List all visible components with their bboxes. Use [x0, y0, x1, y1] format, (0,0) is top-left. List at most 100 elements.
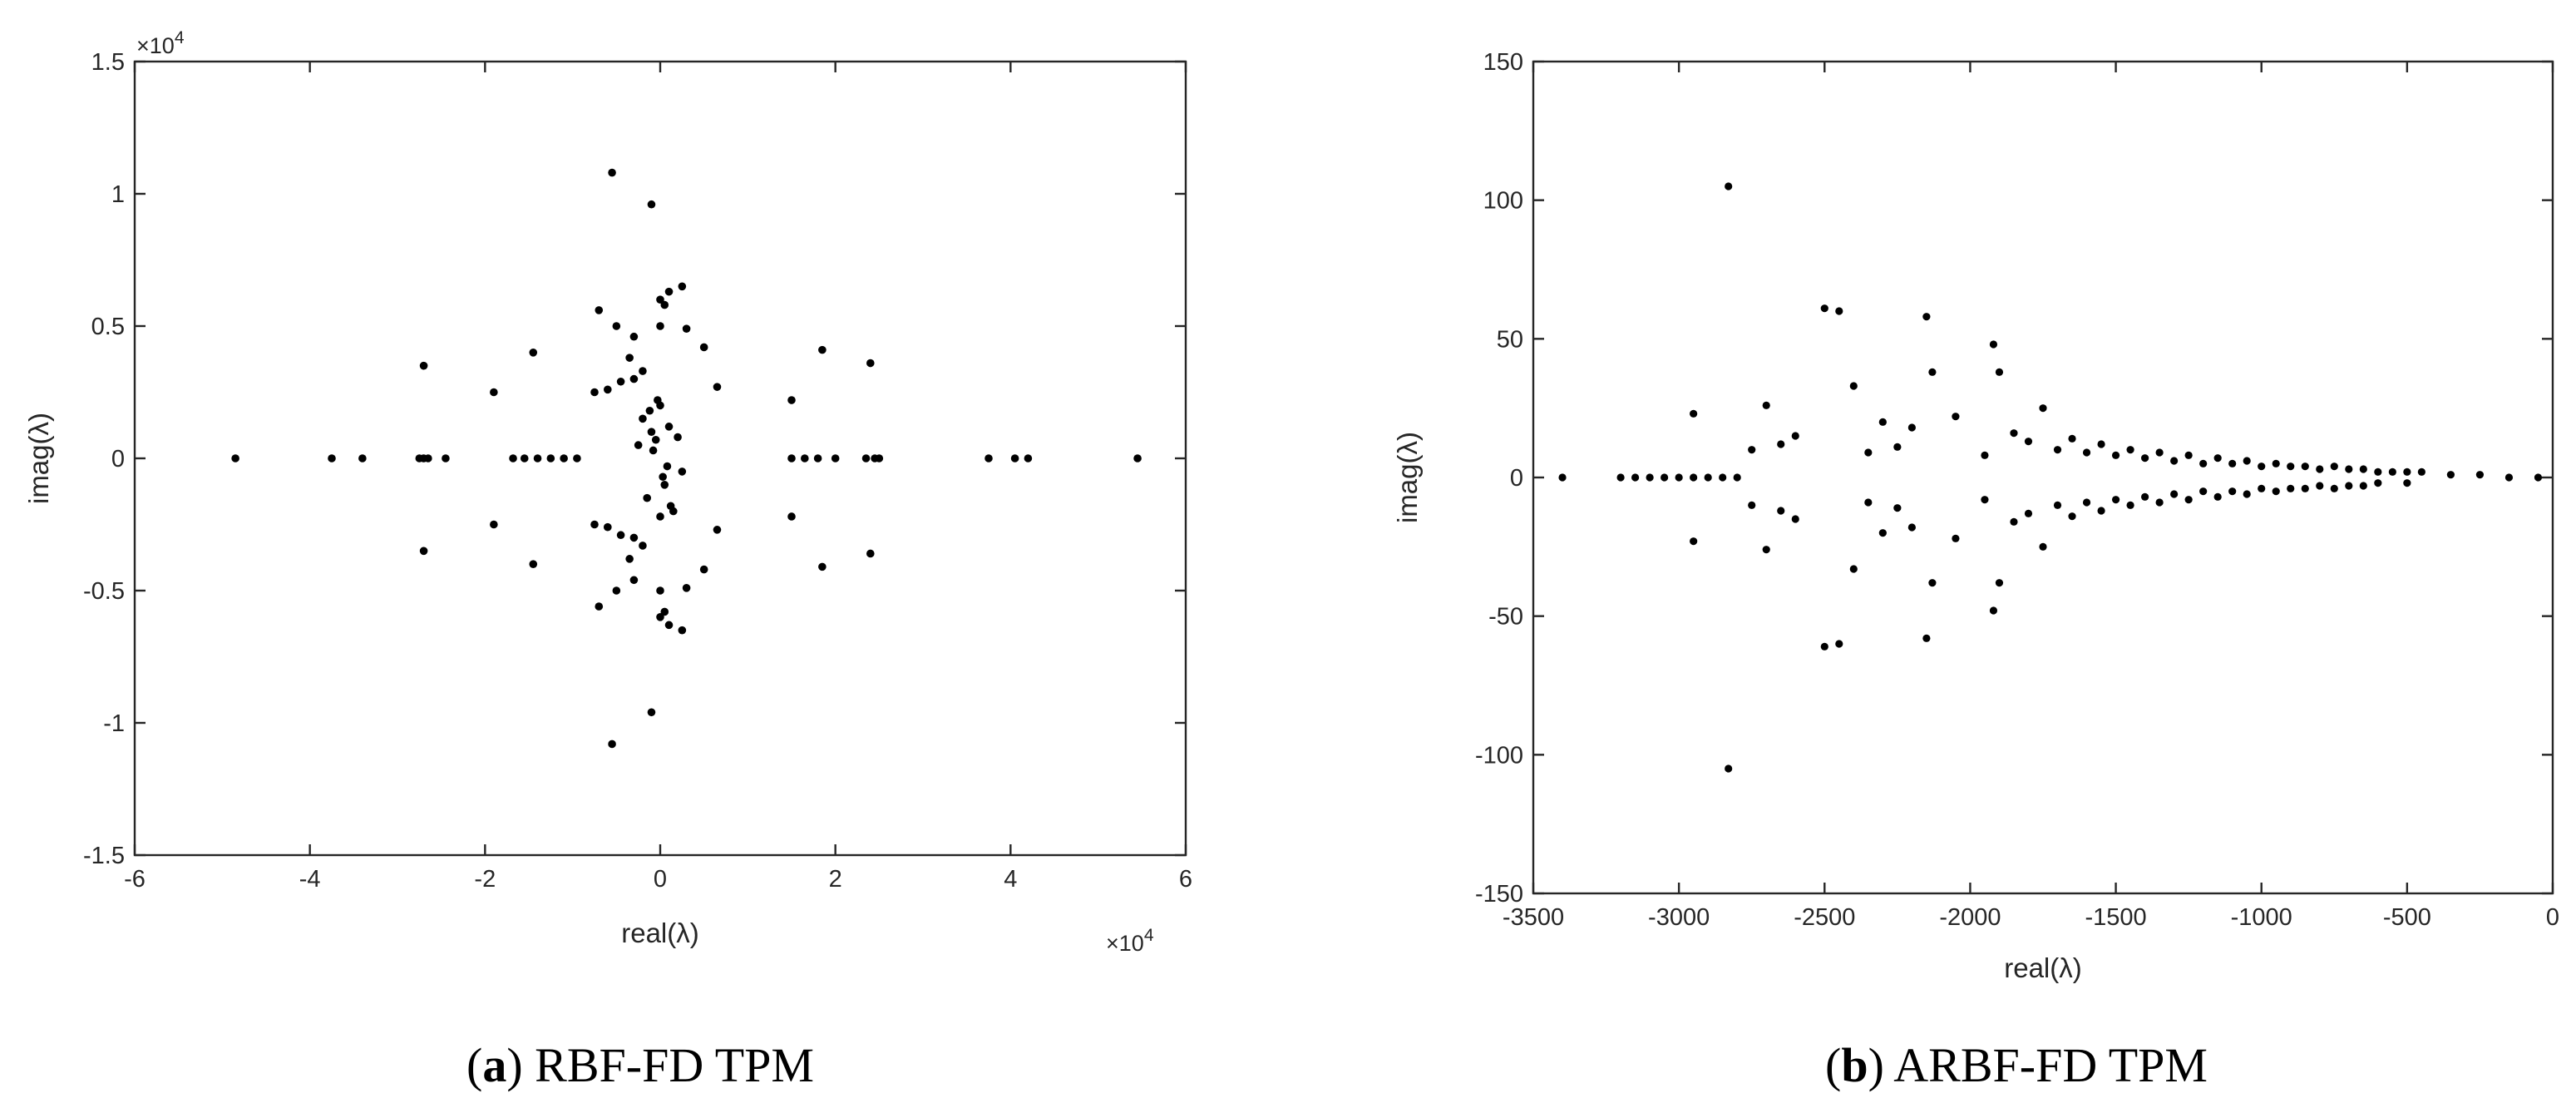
panel-b-eigenvalue-point [2024, 509, 2033, 517]
panel-b-eigenvalue-point [2199, 487, 2208, 496]
panel-a-eigenvalue-point [231, 454, 239, 463]
panel-a-eigenvalue-point [573, 454, 581, 463]
panel-b-eigenvalue-point [1558, 473, 1567, 482]
panel-b-eigenvalue-point [1777, 507, 1785, 515]
panel-b-eigenvalue-point [2228, 487, 2237, 496]
panel-b-eigenvalue-point [2170, 457, 2179, 465]
panel-b-x-tick-label: -3000 [1648, 904, 1710, 931]
panel-a-eigenvalue-point [608, 168, 616, 177]
panel-b-eigenvalue-point [1907, 523, 1916, 532]
panel-a-eigenvalue-point [629, 576, 639, 585]
panel-b-eigenvalue-point [2228, 459, 2237, 467]
panel-a-x-exponent: ×104 [1106, 926, 1154, 956]
panel-b-eigenvalue-point [1733, 473, 1741, 482]
panel-b-eigenvalue-point [2374, 479, 2382, 487]
panel-b-eigenvalue-point [1995, 368, 2004, 376]
panel-a-x-tick-label: 4 [1004, 866, 1017, 893]
panel-b-eigenvalue-point [2417, 467, 2425, 476]
panel-a-eigenvalue-point [831, 454, 840, 463]
panel-a-eigenvalue-point [643, 493, 651, 502]
panel-b-eigenvalue-point [2316, 465, 2324, 473]
panel-b-eigenvalue-point [2039, 404, 2047, 413]
panel-b-eigenvalue-point [1835, 640, 1843, 648]
panel-a-eigenvalue-point [358, 454, 367, 463]
panel-b-eigenvalue-point [1922, 634, 1931, 642]
panel-b-eigenvalue-point [2068, 512, 2076, 521]
panel-a-eigenvalue-point [604, 522, 612, 532]
panel-b-caption: (b) ARBF-FD TPM [1825, 1038, 2208, 1092]
panel-a-eigenvalue-point [656, 322, 664, 330]
panel-a-eigenvalue-point [678, 626, 687, 635]
panel-a-eigenvalue-point [595, 602, 604, 611]
panel-b-eigenvalue-point [2330, 484, 2338, 492]
panel-b-eigenvalue-point [1661, 473, 1669, 482]
panel-b-eigenvalue-point [2316, 482, 2324, 490]
panel-a-points [231, 168, 1142, 749]
panel-a-eigenvalue-point [656, 512, 664, 521]
panel-b-eigenvalue-point [2243, 490, 2251, 498]
panel-b-y-tick-label: 100 [1483, 188, 1523, 215]
panel-a-eigenvalue-point [520, 454, 529, 463]
panel-a-x-exponent-base: ×10 [1106, 931, 1144, 956]
panel-b-eigenvalue-point [1922, 313, 1931, 321]
panel-a-eigenvalue-point [682, 324, 691, 333]
panel-a-y-tick-label: 0 [111, 446, 125, 472]
panel-b-eigenvalue-point [2534, 473, 2543, 482]
panel-a-eigenvalue-point [866, 549, 875, 558]
panel-a-eigenvalue-point [663, 462, 672, 471]
panel-b-eigenvalue-point [2111, 451, 2120, 459]
panel-a-eigenvalue-point [875, 454, 884, 463]
panel-b-eigenvalue-point [2053, 446, 2062, 454]
panel-b-eigenvalue-point [1762, 546, 1770, 554]
panel-b-y-tick-label: -150 [1475, 881, 1523, 908]
panel-b-eigenvalue-point [1893, 504, 1902, 512]
panel-a-eigenvalue-point [616, 377, 625, 386]
panel-b-y-tick-label: -50 [1488, 604, 1523, 631]
panel-a-x-tick-label: 6 [1179, 866, 1192, 893]
panel-b-eigenvalue-point [1725, 182, 1733, 190]
panel-a-eigenvalue-point [639, 414, 647, 423]
panel-b-eigenvalue-point [1762, 401, 1770, 409]
panel-b-eigenvalue-point [1777, 440, 1785, 448]
panel-b-caption-open-paren: ( [1825, 1038, 1841, 1092]
panel-b-eigenvalue-point [1690, 409, 1698, 418]
panel-b-eigenvalue-point [1989, 606, 1998, 615]
panel-b-eigenvalue-point [2010, 517, 2018, 526]
panel-a-eigenvalue-point [625, 555, 634, 563]
panel-a-eigenvalue-point [664, 423, 674, 431]
panel-b-eigenvalue-point [2374, 467, 2382, 476]
panel-a-eigenvalue-point [660, 481, 669, 489]
panel-b-eigenvalue-point [2184, 496, 2193, 504]
panel-b-x-tick-label: -1000 [2231, 904, 2292, 931]
panel-a-eigenvalue-point [666, 502, 675, 511]
panel-b-eigenvalue-point [2287, 463, 2295, 471]
panel-a-eigenvalue-point [625, 354, 634, 362]
panel-b-eigenvalue-point [1820, 304, 1828, 313]
panel-b-points [1558, 182, 2543, 773]
panel-b-eigenvalue-point [1675, 473, 1683, 482]
panel-b-y-axis-label: imag(λ) [1392, 432, 1423, 523]
panel-a-eigenvalue-point [595, 306, 604, 314]
panel-a-eigenvalue-point [647, 708, 656, 717]
panel-b-eigenvalue-point [2111, 496, 2120, 504]
panel-b-eigenvalue-point [2097, 507, 2105, 515]
panel-a-x-tick-label: 0 [654, 866, 667, 893]
panel-b-y-tick-label: 0 [1510, 465, 1523, 492]
panel-a-eigenvalue-point [678, 282, 687, 291]
panel-b-eigenvalue-point [1878, 418, 1887, 426]
panel-b-eigenvalue-point [2213, 454, 2222, 463]
panel-b-eigenvalue-point [2359, 482, 2367, 490]
panel-a-eigenvalue-point [645, 406, 654, 415]
panel-b-eigenvalue-point [1616, 473, 1625, 482]
panel-b-eigenvalue-point [2141, 454, 2149, 463]
panel-a-eigenvalue-point [533, 454, 542, 463]
panel-b-chart: -3500 -3000 -2500 -2000 -1500 -1000 -500 0-150-… [1392, 49, 2559, 1092]
panel-b-eigenvalue-point [1820, 642, 1828, 650]
panel-b-eigenvalue-point [2126, 501, 2134, 509]
panel-b-x-tick-label: -3500 [1503, 904, 1564, 931]
panel-a-eigenvalue-point [674, 433, 682, 442]
panel-b-eigenvalue-point [2082, 498, 2091, 507]
panel-a-y-exponent-base: ×10 [136, 33, 175, 58]
panel-a-eigenvalue-point [713, 383, 722, 391]
